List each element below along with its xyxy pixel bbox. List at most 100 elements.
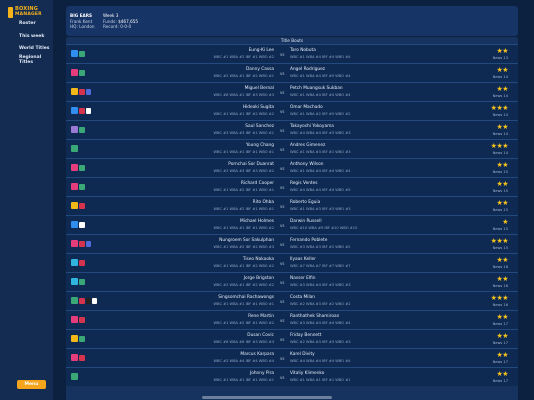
fighter-left-name: Jorge Brigston bbox=[243, 276, 274, 281]
fighter-left-name: Tiseo Nakaoka bbox=[242, 257, 274, 262]
fighter-right-rankings: WBC #1 WBA #3 IBF #1 WBO #3 bbox=[290, 150, 351, 154]
bout-row[interactable]: Eung-Ki Lee Taro Nobuta WBC #1 WBA #2 IBF … bbox=[66, 44, 518, 63]
weight-class-icon bbox=[71, 107, 78, 114]
vs-label: vs bbox=[280, 223, 285, 228]
flag-icon bbox=[79, 260, 85, 266]
fighter-left-name: Danny Cassa bbox=[245, 67, 274, 72]
fighter-left-name: Marcus Karpara bbox=[240, 352, 274, 357]
sidebar-item-roster[interactable]: Roster bbox=[19, 21, 36, 26]
star-rating: ★★ bbox=[496, 85, 508, 93]
flag-icon bbox=[79, 203, 85, 209]
bout-row[interactable]: Rene Martin Ranthathek Shamiroan WBC #1 WB… bbox=[66, 310, 518, 329]
weight-class-icon bbox=[71, 69, 78, 76]
news-count: News 15 bbox=[492, 246, 508, 250]
bout-row[interactable]: Richard Cooper Regis Ventes WBC #1 WBA #2 … bbox=[66, 177, 518, 196]
bout-row[interactable]: Michael Holmes Darwin Russell WBC #1 WBA #… bbox=[66, 215, 518, 234]
bout-row[interactable]: Rito Ohba Roberto Eguia WBC #1 WBA #2 IBF … bbox=[66, 196, 518, 215]
fighter-right-rankings: WBC #1 WBA #2 IBF #5 WBO #2 bbox=[290, 112, 351, 116]
bout-row[interactable]: Johnny Pira Vitaliy Klimenko WBC #1 WBA #1… bbox=[66, 367, 518, 386]
news-count: News 17 bbox=[492, 360, 508, 364]
news-count: News 16 bbox=[492, 303, 508, 307]
fighter-left-name: Eung-Ki Lee bbox=[248, 48, 274, 53]
fighter-left-rankings: WBC #8 WBA #1 IBF #3 WBO #3 bbox=[213, 93, 274, 97]
star-rating: ★★★ bbox=[490, 294, 509, 302]
bout-row[interactable]: Saul Sanchez Takayoshi Yokoyama WBC #3 WBA… bbox=[66, 120, 518, 139]
bout-row[interactable]: Young Chang Andres Gimenez WBC #1 WBA #1 I… bbox=[66, 139, 518, 158]
sidebar-item-this-week[interactable]: This week bbox=[19, 34, 45, 39]
vs-label: vs bbox=[280, 147, 285, 152]
weight-class-icon bbox=[71, 297, 78, 304]
weight-class-icon bbox=[71, 373, 78, 380]
bout-row[interactable]: Jorge Brigston Nasser Elfin WBC #2 WBA #1 … bbox=[66, 272, 518, 291]
fighter-left-rankings: WBC #1 WBA #1 IBF #1 WBO #1 bbox=[213, 150, 274, 154]
fighter-left-rankings: WBC #8 WBA #8 IBF #3 WBO #3 bbox=[213, 340, 274, 344]
fighter-left-name: Saul Sanchez bbox=[245, 124, 274, 129]
fighter-left-rankings: WBC #2 WBA #1 IBF #2 WBO #2 bbox=[213, 283, 274, 287]
fighter-left-rankings: WBC #1 WBA #1 IBF #1 WBO #1 bbox=[213, 378, 274, 382]
fighter-right-name: Regis Ventes bbox=[290, 181, 318, 186]
vs-label: vs bbox=[280, 242, 285, 247]
fighter-right-name: Fernando Poblete bbox=[290, 238, 328, 243]
fighter-right-rankings: WBC #1 WBA #1 IBF #1 WBO #1 bbox=[290, 378, 351, 382]
weight-class-icon bbox=[71, 88, 78, 95]
news-count: News 14 bbox=[492, 113, 508, 117]
title-bouts-panel: Title Bouts Eung-Ki Lee Taro Nobuta WBC #1… bbox=[66, 37, 518, 400]
fighter-right-rankings: WBC #4 WBA #4 IBF #3 WBO #3 bbox=[290, 131, 351, 135]
bout-row[interactable]: Miguel Bernal Petch Muangsuk Sukban WBC #8… bbox=[66, 82, 518, 101]
fighter-left-rankings: WBC #2 WBA #4 IBF #4 WBO #4 bbox=[213, 359, 274, 363]
bout-row[interactable]: Tiseo Nakaoka Ilyaas Keller WBC #1 WBA #1 … bbox=[66, 253, 518, 272]
bout-row[interactable]: Pornchai Sor Duanrat Anthony Wilson WBC #2… bbox=[66, 158, 518, 177]
star-rating: ★★ bbox=[496, 275, 508, 283]
weight-class-icon bbox=[71, 354, 78, 361]
funds-label: Funds: bbox=[103, 18, 117, 24]
bout-row[interactable]: Singsomchai Rachawongs Costa Milan WBC #1 … bbox=[66, 291, 518, 310]
fighter-right-rankings: WBC #1 WBA #4 IBF #4 WBO #4 bbox=[290, 169, 351, 173]
bout-row[interactable]: Hideaki Sugita Omar Machado WBC #1 WBA #1 … bbox=[66, 101, 518, 120]
fighter-left-name: Miguel Bernal bbox=[244, 86, 274, 91]
bout-row[interactable]: Nungroem Sor Sakulphan Fernando Poblete WB… bbox=[66, 234, 518, 253]
flag-icon bbox=[79, 279, 85, 285]
fighter-right-name: Darwin Russell bbox=[290, 219, 322, 224]
fighter-left-name: Johnny Pira bbox=[249, 371, 274, 376]
fighter-right-rankings: WBC #3 WBA #3 IBF #2 WBO #2 bbox=[290, 245, 351, 249]
menu-button[interactable]: Menu bbox=[17, 380, 46, 389]
vs-label: vs bbox=[280, 299, 285, 304]
bout-row[interactable]: Danny Cassa Angel Rodriguez WBC #2 WBA #1 … bbox=[66, 63, 518, 82]
fighter-right-name: Roberto Eguia bbox=[290, 200, 321, 205]
fighter-right-rankings: WBC #1 WBA #4 IBF #5 WBO #4 bbox=[290, 74, 351, 78]
fighter-right-name: Nasser Elfin bbox=[290, 276, 316, 281]
vs-label: vs bbox=[280, 109, 285, 114]
star-rating: ★★ bbox=[496, 123, 508, 131]
flag-icon bbox=[79, 108, 85, 114]
star-rating: ★★★ bbox=[490, 104, 509, 112]
scroll-indicator[interactable] bbox=[202, 396, 332, 399]
fighter-left-rankings: WBC #1 WBA #1 IBF #1 WBO #2 bbox=[213, 226, 274, 230]
bout-row[interactable]: Dusan Covic Friday Bennett WBC #8 WBA #8 I… bbox=[66, 329, 518, 348]
fighter-right-rankings: WBC #3 WBA #4 IBF #4 WBO #4 bbox=[290, 321, 351, 325]
fighter-left-rankings: WBC #1 WBA #2 IBF #2 WBO #3 bbox=[213, 245, 274, 249]
star-rating: ★★ bbox=[496, 313, 508, 321]
flag-icon bbox=[79, 89, 85, 95]
fighter-left-rankings: WBC #3 WBA #3 IBF #1 WBO #1 bbox=[213, 131, 274, 135]
flag-icon bbox=[79, 336, 85, 342]
fighter-right-rankings: WBC #2 WBA #3 IBF #3 WBO #3 bbox=[290, 340, 351, 344]
bout-row[interactable]: Marcus Karpara Karel Divity WBC #2 WBA #4 … bbox=[66, 348, 518, 367]
app-logo: BOXING MANAGER bbox=[8, 5, 48, 19]
sidebar-item-world-titles[interactable]: World Titles bbox=[19, 46, 50, 51]
fighter-right-name: Vitaliy Klimenko bbox=[290, 371, 325, 376]
logo-line2: MANAGER bbox=[15, 12, 42, 17]
news-count: News 15 bbox=[492, 208, 508, 212]
fighter-left-rankings: WBC #1 WBA #1 IBF #2 WBO #2 bbox=[213, 264, 274, 268]
fighter-right-rankings: WBC #2 WBA #3 IBF #2 WBO #2 bbox=[290, 302, 351, 306]
vs-label: vs bbox=[280, 204, 285, 209]
flag-icon bbox=[86, 108, 91, 114]
flag-icon bbox=[79, 317, 85, 323]
star-rating: ★★ bbox=[496, 66, 508, 74]
funds-value: $467,655 bbox=[118, 18, 139, 24]
star-rating: ★★ bbox=[496, 332, 508, 340]
news-count: News 17 bbox=[492, 379, 508, 383]
weight-class-icon bbox=[71, 278, 78, 285]
vs-label: vs bbox=[280, 71, 285, 76]
sidebar-item-regional-titles[interactable]: Regional Titles bbox=[19, 55, 42, 65]
fighter-right-name: Anthony Wilson bbox=[290, 162, 324, 167]
